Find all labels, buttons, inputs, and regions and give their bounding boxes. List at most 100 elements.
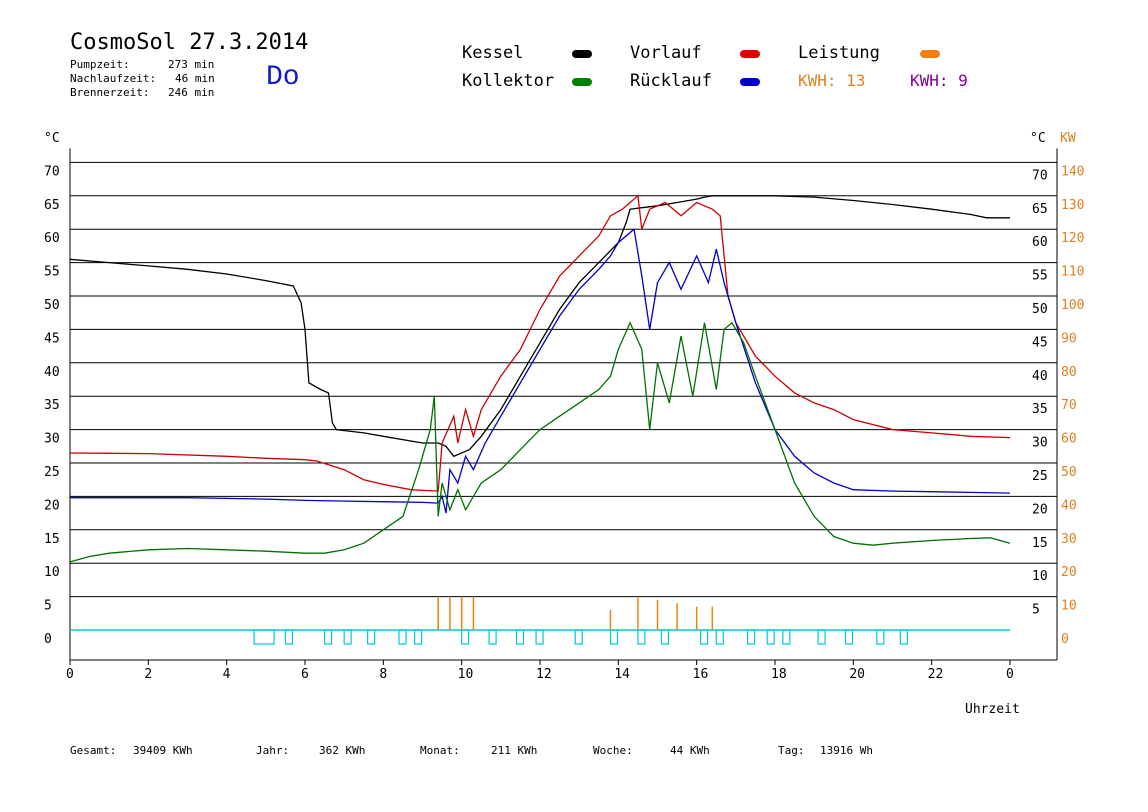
y-axis-right-unit: °C bbox=[1030, 131, 1046, 146]
y-tick-left: 55 bbox=[44, 265, 60, 280]
x-tick-label: 10 bbox=[458, 667, 474, 682]
footer-jahr-value: 362 KWh bbox=[319, 744, 366, 757]
pump-block bbox=[515, 629, 525, 645]
legend-ruecklauf-label: Rücklauf bbox=[630, 71, 712, 91]
y-tick-right: 55 bbox=[1032, 269, 1048, 284]
legend-vorlauf-label: Vorlauf bbox=[630, 43, 702, 63]
series-line-rcklauf bbox=[70, 227, 1011, 514]
kw-tick: 80 bbox=[1061, 365, 1077, 380]
pump-block bbox=[782, 629, 791, 645]
pump-block bbox=[899, 629, 908, 645]
footer-gesamt-value: 39409 KWh bbox=[133, 744, 193, 757]
y-tick-right: 10 bbox=[1032, 569, 1048, 584]
kw-tick: 50 bbox=[1061, 465, 1077, 480]
legend-kollektor-swatch bbox=[572, 78, 592, 86]
legend-kessel-label: Kessel bbox=[462, 43, 524, 63]
footer-tag-value: 13916 Wh bbox=[820, 744, 873, 757]
y-tick-right: 25 bbox=[1032, 469, 1048, 484]
y-tick-left: 25 bbox=[44, 465, 60, 480]
x-tick-label: 2 bbox=[144, 667, 152, 682]
series-line-vorlauf bbox=[69, 194, 1011, 492]
y-tick-left: 5 bbox=[44, 599, 52, 614]
chart-title: CosmoSol 27.3.2014 bbox=[70, 30, 309, 55]
y-tick-left: 65 bbox=[44, 198, 60, 213]
y-tick-left: 45 bbox=[44, 331, 60, 346]
pump-block bbox=[817, 629, 826, 645]
kw-tick: 130 bbox=[1061, 198, 1084, 213]
y-tick-right: 60 bbox=[1032, 235, 1048, 250]
y-tick-right: 65 bbox=[1032, 202, 1048, 217]
y-axis-left-unit: °C bbox=[44, 131, 60, 146]
pump-block bbox=[609, 629, 619, 645]
pump-block bbox=[535, 629, 544, 645]
y-tick-right: 40 bbox=[1032, 369, 1048, 384]
x-tick-label: 20 bbox=[849, 667, 865, 682]
footer-gesamt-label: Gesamt: bbox=[70, 744, 117, 757]
x-tick-label: 12 bbox=[536, 667, 552, 682]
stat-brennerzeit-label: Brennerzeit: bbox=[70, 86, 150, 99]
y-tick-right: 15 bbox=[1032, 536, 1048, 551]
x-tick-label: 0 bbox=[1006, 667, 1014, 682]
footer-monat-value: 211 KWh bbox=[491, 744, 538, 757]
x-tick-label: 8 bbox=[379, 667, 387, 682]
x-tick-label: 4 bbox=[223, 667, 231, 682]
y-tick-right: 20 bbox=[1032, 502, 1048, 517]
footer-monat-label: Monat: bbox=[420, 744, 460, 757]
pump-block bbox=[414, 629, 423, 645]
kwh-orange-label: KWH: 13 bbox=[798, 71, 866, 90]
footer-woche-label: Woche: bbox=[593, 744, 633, 757]
x-tick-label: 14 bbox=[614, 667, 630, 682]
pump-block bbox=[876, 629, 885, 645]
footer-jahr-label: Jahr: bbox=[256, 744, 290, 757]
x-tick-label: 22 bbox=[928, 667, 944, 682]
pump-block bbox=[488, 629, 497, 645]
stat-pumpzeit-value: 273 min bbox=[168, 58, 215, 71]
series-layer bbox=[69, 194, 1011, 563]
pump-block bbox=[715, 629, 724, 645]
pump-block bbox=[367, 629, 376, 645]
legend-leistung-label: Leistung bbox=[798, 43, 880, 63]
kw-tick: 30 bbox=[1061, 532, 1077, 547]
y-tick-left: 70 bbox=[44, 164, 60, 179]
pump-block bbox=[766, 629, 775, 645]
y-tick-left: 40 bbox=[44, 365, 60, 380]
series-line-kessel bbox=[69, 195, 1010, 458]
pump-block bbox=[637, 629, 646, 645]
pump-block bbox=[398, 629, 407, 645]
pump-block bbox=[284, 629, 294, 645]
kw-tick: 0 bbox=[1061, 632, 1069, 647]
x-axis-label: Uhrzeit bbox=[965, 702, 1020, 717]
y-tick-left: 30 bbox=[44, 432, 60, 447]
kw-tick: 60 bbox=[1061, 432, 1077, 447]
footer-tag-label: Tag: bbox=[778, 744, 805, 757]
pump-block bbox=[323, 629, 333, 645]
x-tick-label: 18 bbox=[771, 667, 787, 682]
y-tick-left: 15 bbox=[44, 532, 60, 547]
y-tick-right: 70 bbox=[1032, 168, 1048, 183]
legend-vorlauf-swatch bbox=[740, 50, 760, 58]
kw-tick: 110 bbox=[1061, 265, 1084, 280]
kw-tick: 120 bbox=[1061, 231, 1084, 246]
stat-brennerzeit-value: 246 min bbox=[168, 86, 215, 99]
stat-nachlaufzeit-value: 46 min bbox=[175, 72, 215, 85]
grid-layer bbox=[69, 148, 1058, 661]
y-tick-left: 35 bbox=[44, 398, 60, 413]
y-tick-left: 50 bbox=[44, 298, 60, 313]
y-tick-right: 5 bbox=[1032, 603, 1040, 618]
legend-ruecklauf-swatch bbox=[740, 78, 760, 86]
y-tick-right: 45 bbox=[1032, 335, 1048, 350]
kwh-purple-label: KWH: 9 bbox=[910, 71, 968, 90]
kw-tick: 70 bbox=[1061, 398, 1077, 413]
pump-block bbox=[660, 629, 670, 645]
pump-block bbox=[461, 629, 470, 645]
kw-tick: 140 bbox=[1061, 164, 1084, 179]
stat-nachlaufzeit-label: Nachlaufzeit: bbox=[70, 72, 157, 85]
kw-tick: 20 bbox=[1061, 565, 1077, 580]
x-tick-label: 6 bbox=[301, 667, 309, 682]
pump-block bbox=[574, 629, 583, 645]
kw-tick: 100 bbox=[1061, 298, 1084, 313]
kw-tick: 10 bbox=[1061, 599, 1077, 614]
y-tick-right: 50 bbox=[1032, 302, 1048, 317]
pump-block bbox=[844, 629, 854, 645]
